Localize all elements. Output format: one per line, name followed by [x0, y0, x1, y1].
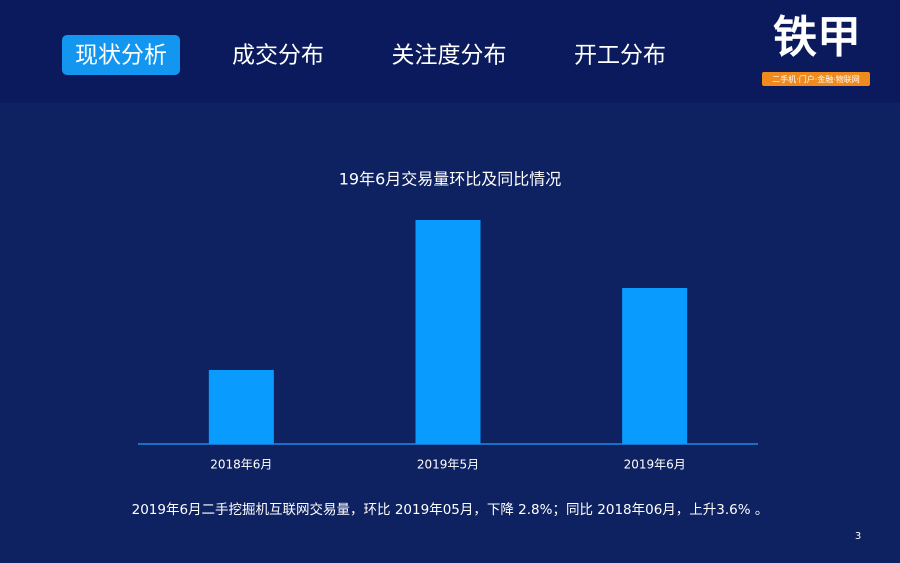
logo-tagline-bg	[762, 72, 870, 86]
nav-tab[interactable]: 关注度分布	[392, 43, 507, 69]
bar	[415, 220, 481, 444]
bar	[208, 370, 274, 444]
chart-title: 19年6月交易量环比及同比情况	[339, 170, 562, 189]
nav-tab[interactable]: 成交分布	[232, 43, 324, 69]
nav-tab[interactable]: 现状分析	[75, 43, 167, 69]
nav-tab-active[interactable]	[62, 35, 180, 75]
logo-tagline: 二手机·门户·金融·物联网	[772, 74, 860, 84]
page-number: 3	[855, 531, 861, 542]
footnote: 2019年6月二手挖掘机互联网交易量，环比 2019年05月，下降 2.8%；同…	[132, 501, 769, 518]
nav-tab[interactable]: 开工分布	[574, 43, 666, 69]
x-tick-label: 2019年5月	[417, 458, 479, 472]
x-tick-label: 2019年6月	[624, 458, 686, 472]
logo-name: 铁甲	[773, 12, 861, 63]
bar	[622, 288, 688, 444]
x-tick-label: 2018年6月	[210, 458, 272, 472]
